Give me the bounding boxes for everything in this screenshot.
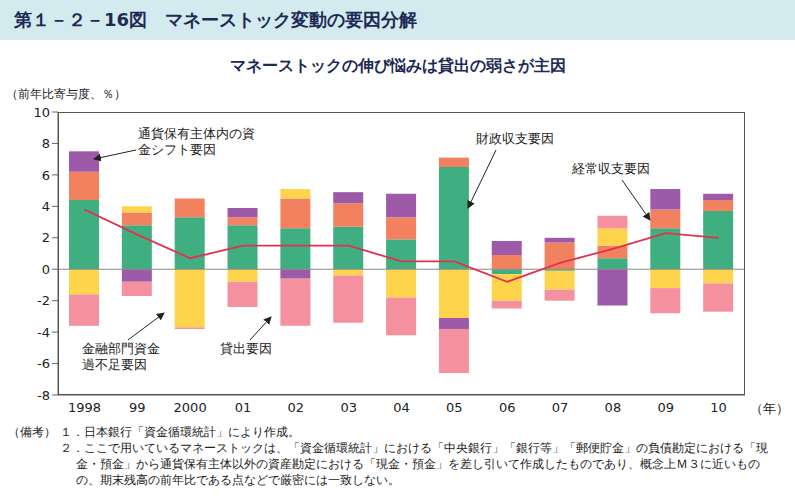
html-text:マネーストックの伸び悩みは貸出の弱さが主因: マネーストックの伸び悩みは貸出の弱さが主因	[229, 56, 566, 75]
svg-text:2: 2	[42, 230, 50, 245]
svg-text:02: 02	[288, 400, 305, 415]
html-text:（前年比寄与度、％）: （前年比寄与度、％）	[6, 87, 126, 101]
html-text:（備考） １．日本銀行「資金循環統計」により作成。: （備考） １．日本銀行「資金循環統計」により作成。	[8, 425, 300, 439]
svg-text:-4: -4	[37, 325, 50, 340]
svg-text:10: 10	[710, 400, 727, 415]
svg-text:1998: 1998	[68, 400, 101, 415]
html-text:第１－２－16図 マネーストック変動の要因分解: 第１－２－16図 マネーストック変動の要因分解	[14, 9, 418, 30]
svg-text:-8: -8	[37, 388, 50, 403]
svg-text:04: 04	[393, 400, 410, 415]
html-text:財政収支要因: 財政収支要因	[476, 131, 554, 146]
svg-text:-2: -2	[37, 293, 50, 308]
svg-text:2000: 2000	[174, 400, 207, 415]
svg-text:09: 09	[657, 400, 674, 415]
svg-text:07: 07	[552, 400, 569, 415]
svg-text:99: 99	[129, 400, 146, 415]
html-text:貸出要因: 貸出要因	[220, 341, 272, 356]
svg-text:03: 03	[340, 400, 357, 415]
html-text:金融部門資金過不足要因: 金融部門資金過不足要因	[82, 341, 160, 372]
svg-text:-6: -6	[37, 356, 50, 371]
svg-text:4: 4	[42, 199, 50, 214]
svg-text:08: 08	[605, 400, 622, 415]
svg-text:6: 6	[42, 168, 50, 183]
svg-text:10: 10	[33, 105, 50, 120]
svg-text:05: 05	[446, 400, 463, 415]
html-text:経常収支要因: 経常収支要因	[572, 161, 650, 176]
html-text:通貨保有主体内の資金シフト要因: 通貨保有主体内の資金シフト要因	[138, 126, 255, 157]
svg-text:8: 8	[42, 136, 50, 151]
html-text:（年）: （年）	[750, 401, 789, 416]
html-text:２．ここで用いているマネーストックは、「資金循環統計」におけ: ２．ここで用いているマネーストックは、「資金循環統計」における「中央銀行」「銀行…	[60, 441, 768, 487]
svg-text:01: 01	[235, 400, 252, 415]
svg-text:06: 06	[499, 400, 516, 415]
svg-text:0: 0	[42, 262, 50, 277]
